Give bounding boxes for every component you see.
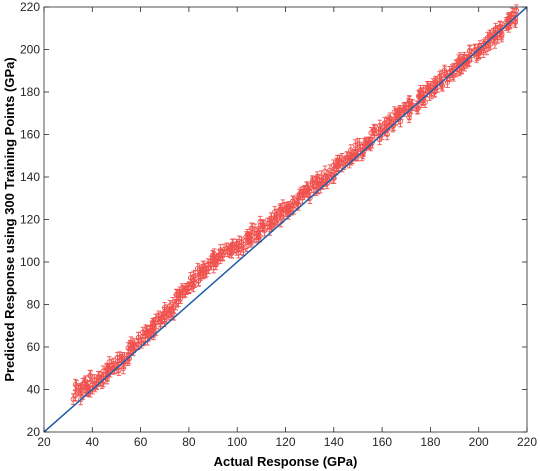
data-point xyxy=(322,165,328,178)
point-marker xyxy=(186,285,192,291)
point-marker xyxy=(319,180,325,186)
point-marker xyxy=(187,275,194,281)
point-marker xyxy=(357,146,364,153)
point-marker xyxy=(377,129,383,136)
y-tick-label: 60 xyxy=(27,340,41,354)
point-marker xyxy=(255,231,262,237)
point-marker xyxy=(352,142,358,148)
point-marker xyxy=(116,367,122,373)
point-marker xyxy=(287,206,293,212)
data-point xyxy=(297,186,304,199)
data-point xyxy=(73,380,80,392)
y-tick-label: 200 xyxy=(20,43,40,57)
point-marker xyxy=(421,88,427,94)
y-axis-label: Predicted Response using 300 Training Po… xyxy=(2,57,17,381)
y-tick-label: 140 xyxy=(20,170,40,184)
x-tick-label: 100 xyxy=(227,435,247,449)
point-marker xyxy=(322,168,328,174)
point-marker xyxy=(240,241,246,247)
point-marker xyxy=(506,24,512,30)
data-point xyxy=(309,175,315,187)
data-point xyxy=(187,272,194,284)
point-marker xyxy=(130,340,136,347)
y-tick-label: 220 xyxy=(20,0,40,14)
data-point xyxy=(335,160,341,173)
data-point xyxy=(425,81,431,93)
point-marker xyxy=(355,152,361,159)
point-marker xyxy=(73,383,80,389)
point-marker xyxy=(294,200,301,206)
data-point xyxy=(130,337,136,350)
point-marker xyxy=(307,188,313,194)
x-tick-label: 20 xyxy=(37,435,51,449)
point-marker xyxy=(397,118,404,125)
point-marker xyxy=(274,214,280,221)
data-point xyxy=(153,313,159,326)
point-marker xyxy=(280,202,286,208)
point-marker xyxy=(88,373,94,379)
data-point xyxy=(269,217,275,230)
x-tick-label: 200 xyxy=(469,435,489,449)
data-point xyxy=(441,64,448,77)
point-marker xyxy=(369,140,375,146)
point-marker xyxy=(121,359,127,365)
point-marker xyxy=(81,379,88,386)
y-tick-label: 40 xyxy=(27,383,41,397)
x-tick-label: 40 xyxy=(86,435,100,449)
point-marker xyxy=(372,126,378,133)
point-marker xyxy=(140,333,146,339)
x-tick-label: 80 xyxy=(182,435,196,449)
point-marker xyxy=(131,344,137,351)
point-marker xyxy=(425,84,431,90)
point-marker xyxy=(297,189,304,196)
point-marker xyxy=(391,122,397,128)
point-marker xyxy=(207,261,213,268)
point-marker xyxy=(91,377,98,383)
data-point xyxy=(348,144,354,156)
x-axis-label: Actual Response (GPa) xyxy=(214,454,358,469)
data-point xyxy=(190,275,197,287)
y-tick-label: 20 xyxy=(27,425,41,439)
point-marker xyxy=(403,105,409,111)
data-point xyxy=(207,258,213,271)
x-tick-label: 160 xyxy=(372,435,392,449)
point-marker xyxy=(147,329,153,335)
data-point xyxy=(174,289,180,302)
point-marker xyxy=(72,382,79,388)
point-marker xyxy=(190,278,197,284)
chart-axes: 20 40 60 80 100 120 140 160 180 200 220 20 40 60 80 100… xyxy=(20,0,537,449)
point-marker xyxy=(513,7,519,13)
point-marker xyxy=(153,316,159,323)
data-point xyxy=(255,228,262,240)
data-point xyxy=(186,282,192,294)
y-tick-label: 120 xyxy=(20,213,40,227)
point-marker xyxy=(89,386,96,392)
x-tick-label: 140 xyxy=(324,435,344,449)
point-marker xyxy=(267,227,273,233)
y-tick-label: 100 xyxy=(20,255,40,269)
point-marker xyxy=(151,329,157,335)
y-tick-label: 180 xyxy=(20,85,40,99)
point-marker xyxy=(377,122,383,129)
data-point xyxy=(372,123,378,136)
y-tick-label: 80 xyxy=(27,298,41,312)
point-marker xyxy=(436,74,443,80)
data-point xyxy=(377,119,383,132)
data-point xyxy=(274,211,280,224)
chart-marks xyxy=(43,4,528,433)
point-marker xyxy=(78,396,84,403)
point-marker xyxy=(196,267,203,273)
x-tick-label: 180 xyxy=(420,435,440,449)
point-marker xyxy=(361,148,367,154)
fit-line xyxy=(43,6,528,433)
point-marker xyxy=(348,147,354,153)
x-tick-label: 220 xyxy=(517,435,537,449)
data-point xyxy=(260,219,267,231)
point-marker xyxy=(166,312,172,318)
x-tick-label: 60 xyxy=(134,435,148,449)
y-tick-label: 160 xyxy=(20,128,40,142)
data-point xyxy=(280,199,286,211)
x-tick-label: 120 xyxy=(275,435,295,449)
